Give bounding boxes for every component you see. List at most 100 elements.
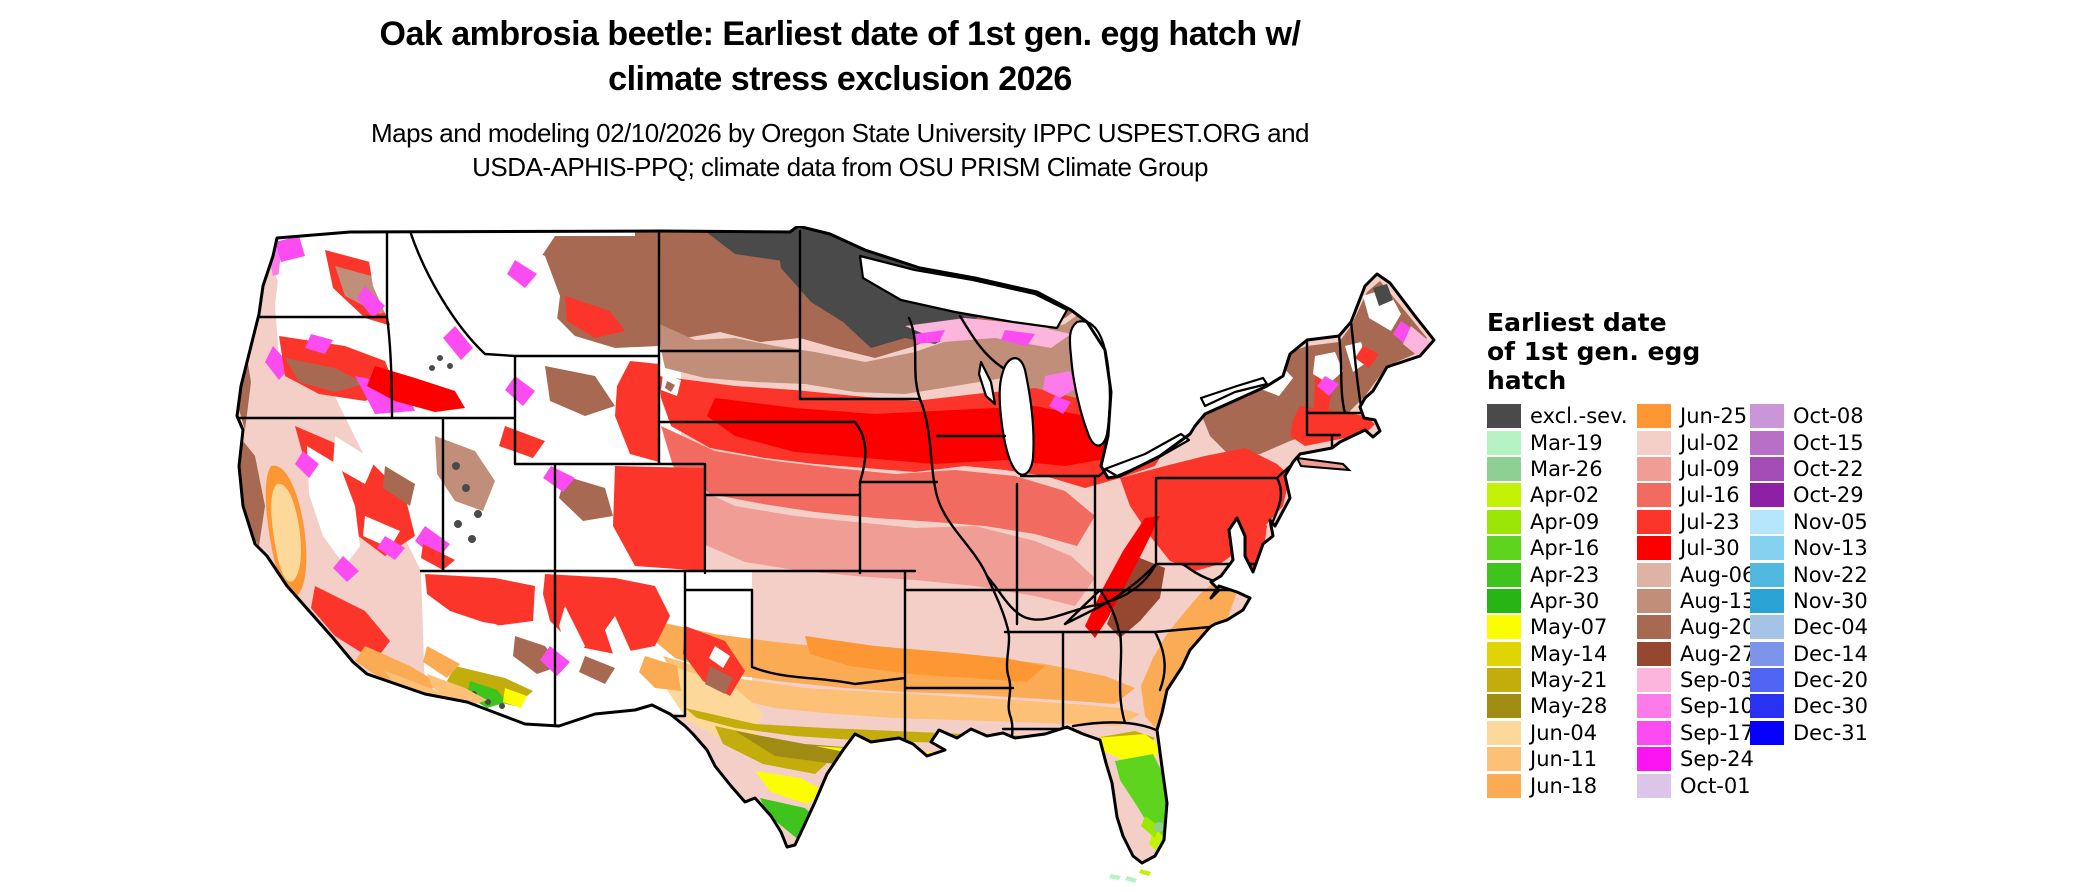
legend-label: Jun-25 — [1680, 404, 1748, 429]
legend-swatch — [1750, 641, 1784, 666]
legend-row-Aug-13: Aug-13 — [1637, 588, 1755, 614]
legend-label: May-14 — [1530, 641, 1608, 666]
map-title-line1: Oak ambrosia beetle: Earliest date of 1s… — [379, 15, 1301, 53]
legend-row-Dec-20: Dec-20 — [1750, 667, 1868, 693]
legend-row-Apr-02: Apr-02 — [1487, 482, 1628, 508]
legend-label: Nov-13 — [1793, 536, 1868, 561]
legend-label: Aug-13 — [1680, 588, 1756, 613]
legend-swatch — [1750, 720, 1784, 745]
legend-row-Oct-29: Oct-29 — [1750, 482, 1868, 508]
legend-row-Jul-16: Jul-16 — [1637, 482, 1755, 508]
legend-swatch — [1487, 430, 1521, 455]
legend-label: Mar-26 — [1530, 456, 1603, 481]
legend-swatch — [1487, 404, 1521, 429]
legend-swatch — [1637, 615, 1671, 640]
legend-row-excl.-sev.: excl.-sev. — [1487, 403, 1628, 429]
green-bay — [977, 360, 997, 406]
legend-label: Jun-18 — [1530, 773, 1598, 798]
legend-row-May-07: May-07 — [1487, 614, 1628, 640]
legend-label: Jun-11 — [1530, 747, 1598, 772]
legend-label: Nov-05 — [1793, 509, 1868, 534]
legend-swatch — [1487, 668, 1521, 693]
legend-row-Jul-09: Jul-09 — [1637, 456, 1755, 482]
legend-swatch — [1750, 694, 1784, 719]
legend-swatch — [1750, 509, 1784, 534]
legend-swatch — [1750, 404, 1784, 429]
map-subtitle: Maps and modeling 02/10/2026 by Oregon S… — [150, 116, 1530, 184]
map-title: Oak ambrosia beetle: Earliest date of 1s… — [150, 12, 1530, 102]
legend-label: Jun-04 — [1530, 720, 1598, 745]
legend-label: Jul-30 — [1680, 536, 1740, 561]
legend-label: Jul-09 — [1680, 456, 1740, 481]
legend-row-Apr-16: Apr-16 — [1487, 535, 1628, 561]
long-island — [1295, 456, 1352, 472]
legend-label: Apr-16 — [1530, 536, 1600, 561]
legend-label: Sep-17 — [1680, 720, 1754, 745]
legend-label: Sep-03 — [1680, 668, 1754, 693]
legend-swatch — [1637, 747, 1671, 772]
lake-michigan — [998, 357, 1035, 476]
legend-swatch — [1637, 404, 1671, 429]
legend-row-Nov-30: Nov-30 — [1750, 588, 1868, 614]
legend-label: Oct-22 — [1793, 456, 1864, 481]
legend-swatch — [1637, 509, 1671, 534]
legend-label: May-21 — [1530, 668, 1608, 693]
legend-swatch — [1637, 430, 1671, 455]
map-subtitle-line1: Maps and modeling 02/10/2026 by Oregon S… — [370, 118, 1310, 148]
legend-swatch — [1750, 536, 1784, 561]
legend-row-Nov-22: Nov-22 — [1750, 561, 1868, 587]
legend-swatch — [1750, 668, 1784, 693]
map-subtitle-line2: USDA-APHIS-PPQ; climate data from OSU PR… — [472, 152, 1208, 182]
legend-label: Apr-09 — [1530, 509, 1600, 534]
legend-swatch — [1487, 720, 1521, 745]
legend-row-Dec-14: Dec-14 — [1750, 641, 1868, 667]
legend-row-Oct-15: Oct-15 — [1750, 429, 1868, 455]
legend-row-Jun-18: Jun-18 — [1487, 772, 1628, 798]
legend-label: Jul-16 — [1680, 483, 1740, 508]
legend-row-Nov-13: Nov-13 — [1750, 535, 1868, 561]
legend-swatch — [1487, 588, 1521, 613]
legend-swatch — [1487, 773, 1521, 798]
legend-row-Sep-03: Sep-03 — [1637, 667, 1755, 693]
legend-row-May-28: May-28 — [1487, 693, 1628, 719]
legend-label: Mar-19 — [1530, 430, 1603, 455]
legend-label: Jul-02 — [1680, 430, 1740, 455]
legend-column-3: Oct-08 Oct-15 Oct-22 Oct-29 Nov-05 Nov-13 Nov-… — [1750, 403, 1868, 746]
legend-label: Dec-04 — [1793, 615, 1868, 640]
legend-row-Dec-04: Dec-04 — [1750, 614, 1868, 640]
lake-superior — [858, 254, 1069, 330]
legend-label: Dec-31 — [1793, 720, 1868, 745]
legend-swatch — [1637, 588, 1671, 613]
legend-swatch — [1487, 456, 1521, 481]
legend-swatch — [1750, 483, 1784, 508]
legend-row-Jun-25: Jun-25 — [1637, 403, 1755, 429]
legend-label: Dec-30 — [1793, 694, 1868, 719]
legend-label: Sep-24 — [1680, 747, 1754, 772]
legend-swatch — [1637, 483, 1671, 508]
legend-swatch — [1750, 615, 1784, 640]
legend-row-Aug-27: Aug-27 — [1637, 641, 1755, 667]
legend-swatch — [1487, 615, 1521, 640]
legend-label: Nov-22 — [1793, 562, 1868, 587]
legend-label: Dec-14 — [1793, 641, 1868, 666]
map-title-line2: climate stress exclusion 2026 — [608, 60, 1072, 98]
legend-swatch — [1487, 641, 1521, 666]
legend-column-1: excl.-sev. Mar-19 Mar-26 Apr-02 Apr-09 Apr-16… — [1487, 403, 1628, 799]
legend-swatch — [1750, 430, 1784, 455]
legend-row-Jul-02: Jul-02 — [1637, 429, 1755, 455]
legend-label: excl.-sev. — [1530, 404, 1628, 429]
legend-label: Dec-20 — [1793, 668, 1868, 693]
legend-title: Earliest date of 1st gen. egg hatch — [1487, 308, 1701, 395]
legend-swatch — [1487, 536, 1521, 561]
legend-row-Apr-23: Apr-23 — [1487, 561, 1628, 587]
legend-swatch — [1637, 668, 1671, 693]
state-borders — [237, 229, 1366, 750]
legend-label: Aug-20 — [1680, 615, 1756, 640]
legend-row-Oct-22: Oct-22 — [1750, 456, 1868, 482]
legend-swatch — [1637, 720, 1671, 745]
legend-row-Oct-08: Oct-08 — [1750, 403, 1868, 429]
legend-swatch — [1750, 588, 1784, 613]
legend-label: Apr-02 — [1530, 483, 1600, 508]
legend-row-Dec-31: Dec-31 — [1750, 720, 1868, 746]
legend-row-May-21: May-21 — [1487, 667, 1628, 693]
